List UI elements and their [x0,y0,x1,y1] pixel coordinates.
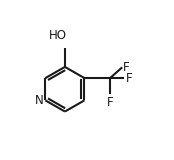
Text: F: F [126,72,132,85]
Text: HO: HO [49,29,66,42]
Text: F: F [107,96,113,109]
Text: F: F [123,61,130,74]
Text: N: N [35,94,44,107]
